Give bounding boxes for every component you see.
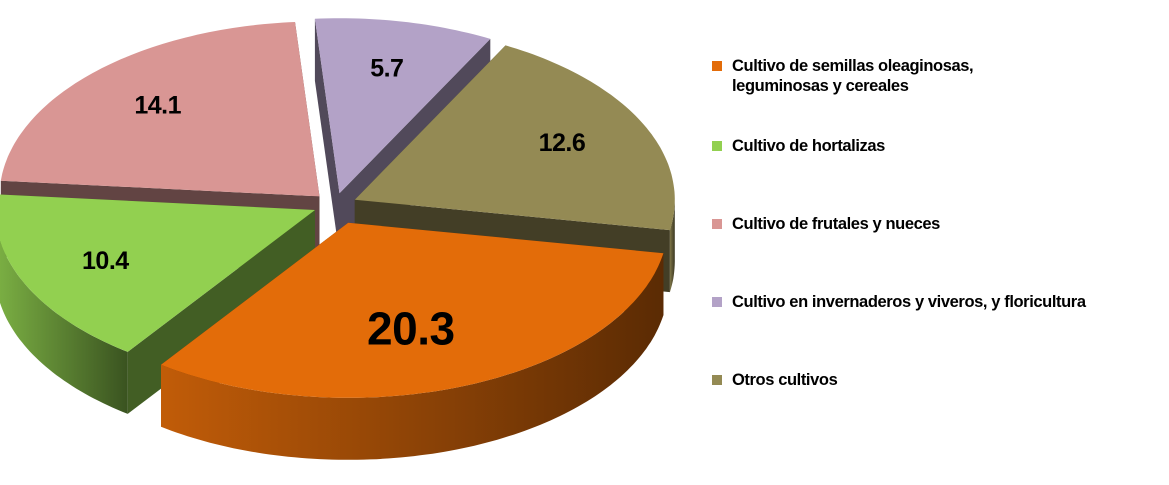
legend-label: Otros cultivos	[732, 371, 838, 389]
slice-outer-wall	[0, 240, 128, 414]
legend-swatch	[712, 61, 722, 71]
slice-top	[161, 222, 664, 398]
slice	[161, 222, 664, 460]
slice-top	[0, 194, 315, 352]
legend-item: Cultivo de hortalizas	[712, 136, 885, 156]
slice-top	[314, 18, 491, 194]
legend-label: Cultivo en invernaderos y viveros, y flo…	[732, 293, 1086, 311]
data-label: 20.3	[367, 302, 455, 354]
slice-top	[0, 22, 320, 197]
slice-inner-wall	[314, 18, 340, 256]
data-label: 14.1	[134, 91, 181, 119]
data-label: 10.4	[82, 247, 129, 275]
data-label: 12.6	[539, 129, 586, 157]
legend-label: Cultivo de semillas oleaginosas, legumin…	[732, 57, 974, 95]
legend-swatch	[712, 375, 722, 385]
legend-label: Cultivo de frutales y nueces	[732, 215, 940, 233]
legend-item: Cultivo de frutales y nueces	[712, 214, 940, 234]
slice-outer-wall	[669, 199, 675, 293]
data-label: 5.7	[370, 55, 403, 83]
legend-item: Cultivo de semillas oleaginosas, legumin…	[712, 56, 974, 96]
slice-top	[354, 45, 675, 231]
legend-item: Cultivo en invernaderos y viveros, y flo…	[712, 292, 1086, 312]
legend-swatch	[712, 297, 722, 307]
legend-swatch	[712, 141, 722, 151]
legend-item: Otros cultivos	[712, 370, 838, 390]
pie-chart: 20.3 10.4 14.1 5.7 12.6	[0, 18, 675, 460]
legend-label: Cultivo de hortalizas	[732, 137, 885, 155]
slice-outer-wall	[161, 253, 664, 460]
legend-swatch	[712, 219, 722, 229]
